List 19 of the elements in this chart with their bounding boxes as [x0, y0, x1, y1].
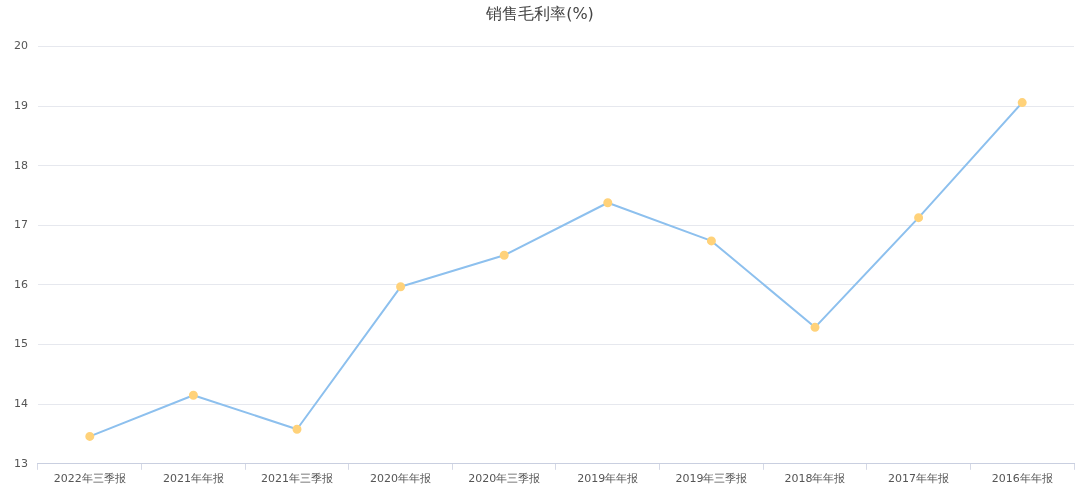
y-tick-label: 16 [14, 277, 28, 291]
x-tick-label: 2016年年报 [991, 472, 1053, 486]
y-tick-label: 13 [14, 456, 28, 470]
chart-title: 销售毛利率(%) [485, 4, 595, 25]
x-tick-label: 2022年三季报 [53, 472, 126, 486]
y-tick-label: 18 [14, 158, 28, 172]
x-tick-label: 2019年年报 [577, 472, 639, 486]
y-tick-label: 20 [14, 39, 28, 53]
y-tick-label: 15 [14, 337, 28, 351]
y-tick-label: 19 [14, 99, 28, 113]
x-tick-label: 2020年年报 [370, 472, 432, 486]
y-tick-label: 17 [14, 218, 28, 232]
x-tick-label: 2021年三季报 [261, 472, 333, 486]
x-tick-label: 2019年三季报 [675, 472, 748, 486]
y-tick-label: 14 [14, 397, 28, 411]
x-tick-label: 2017年年报 [888, 472, 950, 486]
x-tick-label: 2020年三季报 [468, 472, 541, 486]
x-tick-label: 2021年年报 [162, 472, 224, 486]
x-tick-label: 2018年年报 [784, 472, 846, 486]
